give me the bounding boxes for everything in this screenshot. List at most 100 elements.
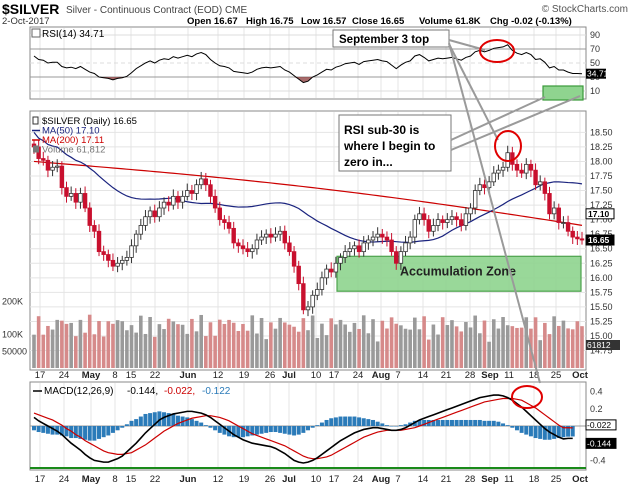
candle-body <box>296 265 301 285</box>
volume-bar <box>575 321 580 368</box>
rsi-label: RSI(14) 34.71 <box>42 29 105 40</box>
candle-body <box>96 230 102 253</box>
volume-bar <box>50 329 55 368</box>
candle-body <box>570 230 575 238</box>
x-axis-label: 28 <box>465 474 476 485</box>
candle-body <box>59 165 65 189</box>
volume-bar <box>464 322 468 368</box>
volume-bar <box>343 324 347 368</box>
volume-bar <box>46 325 50 368</box>
price-tick-label: 15.25 <box>590 316 613 326</box>
candle-body <box>50 166 55 171</box>
annotation-zones <box>336 85 584 292</box>
candle-body <box>431 225 436 232</box>
candle-body <box>324 268 329 279</box>
x-axis-label: 26 <box>265 474 276 485</box>
macd-value: -0.144, <box>127 386 158 397</box>
volume-bar <box>152 336 157 368</box>
volume-bar <box>129 325 134 368</box>
macd-histogram-bar <box>152 412 157 426</box>
candle-body <box>101 251 106 255</box>
candle-body <box>561 222 566 224</box>
volume-bar <box>547 334 552 368</box>
axis-labels: 907050301034.7118.5018.2518.0017.7517.50… <box>2 30 620 485</box>
macd-histogram-bar <box>333 417 338 426</box>
x-axis-label: 18 <box>529 370 540 381</box>
candle-body <box>468 207 473 215</box>
macd-histogram-bar <box>357 417 362 426</box>
chart-source: © StockCharts.com <box>542 4 628 15</box>
macd-tick-label: -0.4 <box>590 455 606 465</box>
rsi-legend: RSI(14) 34.71 <box>31 28 105 40</box>
volume-bar <box>445 325 450 368</box>
candle-body <box>287 242 292 253</box>
volume-bar <box>338 319 343 368</box>
volume-bar <box>394 323 399 368</box>
volume-bar <box>422 316 426 368</box>
volume-bar <box>561 320 566 368</box>
volume-bar <box>399 325 403 368</box>
connector-line <box>448 43 499 141</box>
candle-body <box>519 169 524 174</box>
macd-histogram-bar <box>519 426 524 433</box>
price-tick-label: 16.50 <box>590 244 613 254</box>
macd-histogram-bar <box>347 416 352 426</box>
x-axis-label: 17 <box>35 474 46 485</box>
candle-body <box>472 190 478 209</box>
macd-histogram-bar <box>394 426 399 427</box>
volume-bar <box>371 319 375 368</box>
x-axis-label: 24 <box>353 370 364 381</box>
macd-histogram-bar <box>477 419 482 426</box>
macd-histogram-bar <box>398 425 403 426</box>
legend-swatch <box>33 145 39 153</box>
volume-bar <box>436 334 440 368</box>
candle-body <box>222 219 227 223</box>
candle-body <box>370 236 376 241</box>
volume-bar <box>180 324 185 368</box>
macd-histogram-bar <box>440 419 445 426</box>
volume-bar <box>496 328 501 368</box>
macd-histogram-bar <box>138 416 143 426</box>
september-top-box <box>332 29 450 48</box>
volume-bar <box>366 333 371 368</box>
candle-body <box>120 259 125 264</box>
x-axis-label: Oct <box>572 370 589 381</box>
candle-body <box>264 233 269 238</box>
candle-body <box>384 236 390 241</box>
chart-description: Silver - Continuous Contract (EOD) CME <box>66 5 247 16</box>
macd-histogram-bar <box>417 419 422 426</box>
macd-histogram-bar <box>166 413 171 426</box>
volume-bar <box>148 316 152 368</box>
volume-bar <box>78 319 83 368</box>
macd-histogram-bar <box>236 426 241 438</box>
rsi-zone-box <box>542 85 584 101</box>
candle-body <box>435 219 441 226</box>
macd-histogram-bar <box>194 420 199 426</box>
macd-histogram-bar <box>319 422 324 426</box>
volume-bar <box>570 329 575 368</box>
candle-body <box>366 239 371 244</box>
candle-body <box>556 207 561 223</box>
rsi-note-line-2: where I begin to <box>343 139 435 153</box>
macd-histogram-bar <box>217 426 222 433</box>
volume-bar <box>361 315 366 368</box>
moving-averages <box>33 131 583 243</box>
candle-body <box>333 262 339 273</box>
volume-bar <box>217 319 222 368</box>
macd-label: MACD(12,26,9) <box>44 386 113 397</box>
macd-line <box>33 394 573 464</box>
volume-bar <box>473 315 477 368</box>
candle-body <box>133 233 139 247</box>
x-axis-label: 11 <box>504 370 514 381</box>
volume-badge-text: 61812 <box>587 340 611 350</box>
volume-bar <box>241 323 245 368</box>
price-badge-text: 17.10 <box>588 209 610 219</box>
rsi-oversold-fill <box>34 77 582 83</box>
macd-histogram-bar <box>380 423 385 426</box>
candle-body <box>282 230 287 244</box>
volume-bar <box>478 333 482 368</box>
candle-body <box>268 233 274 238</box>
macd-histogram-bar <box>97 426 102 439</box>
